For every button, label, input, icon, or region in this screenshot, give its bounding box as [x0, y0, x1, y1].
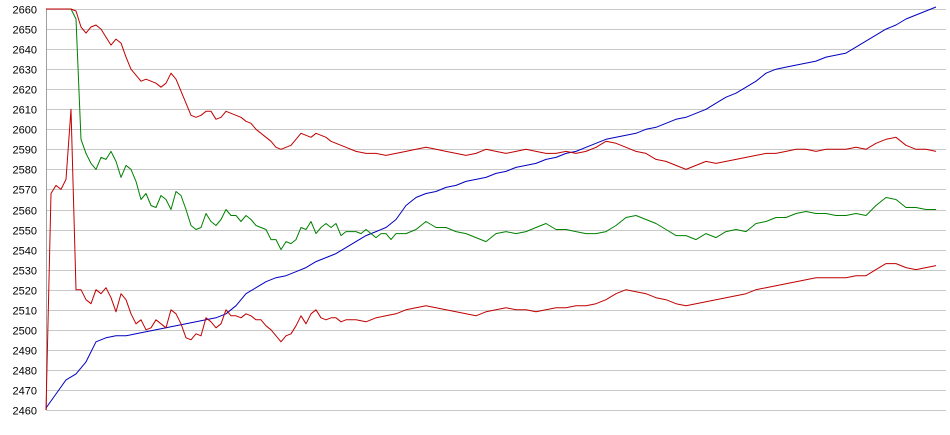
y-tick-label: 2570 — [13, 185, 37, 197]
series-line-1 — [45, 6, 937, 409]
series-line-2 — [46, 8, 936, 251]
y-tick-label: 2620 — [13, 85, 37, 97]
y-tick-label: 2610 — [13, 105, 37, 117]
y-tick-label: 2470 — [13, 386, 37, 398]
y-tick-label: 2480 — [13, 366, 37, 378]
y-tick-label: 2520 — [13, 286, 37, 298]
series-lines — [45, 6, 937, 411]
y-tick-label: 2530 — [13, 266, 37, 278]
y-tick-label: 2660 — [13, 5, 37, 17]
y-tick-label: 2600 — [13, 125, 37, 137]
y-tick-label: 2640 — [13, 45, 37, 57]
y-tick-label: 2590 — [13, 145, 37, 157]
y-tick-label: 2510 — [13, 306, 37, 318]
y-tick-label: 2490 — [13, 346, 37, 358]
y-tick-label: 2550 — [13, 226, 37, 238]
y-axis-tick-labels: 2460 2470 2480 2490 2500 2510 2520 2530 2540 2550… — [13, 5, 37, 418]
y-tick-label: 2650 — [13, 25, 37, 37]
y-tick-label: 2460 — [13, 406, 37, 418]
y-tick-label: 2580 — [13, 165, 37, 177]
y-tick-label: 2540 — [13, 246, 37, 258]
y-tick-label: 2630 — [13, 65, 37, 77]
gridlines — [46, 9, 946, 411]
y-tick-label: 2500 — [13, 326, 37, 338]
y-tick-label: 2560 — [13, 206, 37, 218]
series-line-3 — [46, 8, 937, 170]
series-line-4 — [45, 108, 937, 411]
